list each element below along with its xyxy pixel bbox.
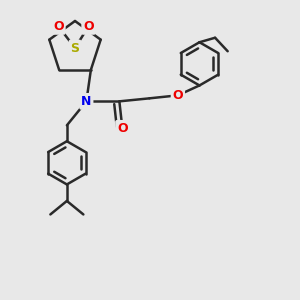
Text: N: N — [81, 95, 92, 108]
Text: O: O — [172, 89, 183, 102]
Text: S: S — [70, 41, 80, 55]
Text: O: O — [83, 20, 94, 33]
Text: O: O — [117, 122, 128, 135]
Text: O: O — [53, 20, 64, 33]
